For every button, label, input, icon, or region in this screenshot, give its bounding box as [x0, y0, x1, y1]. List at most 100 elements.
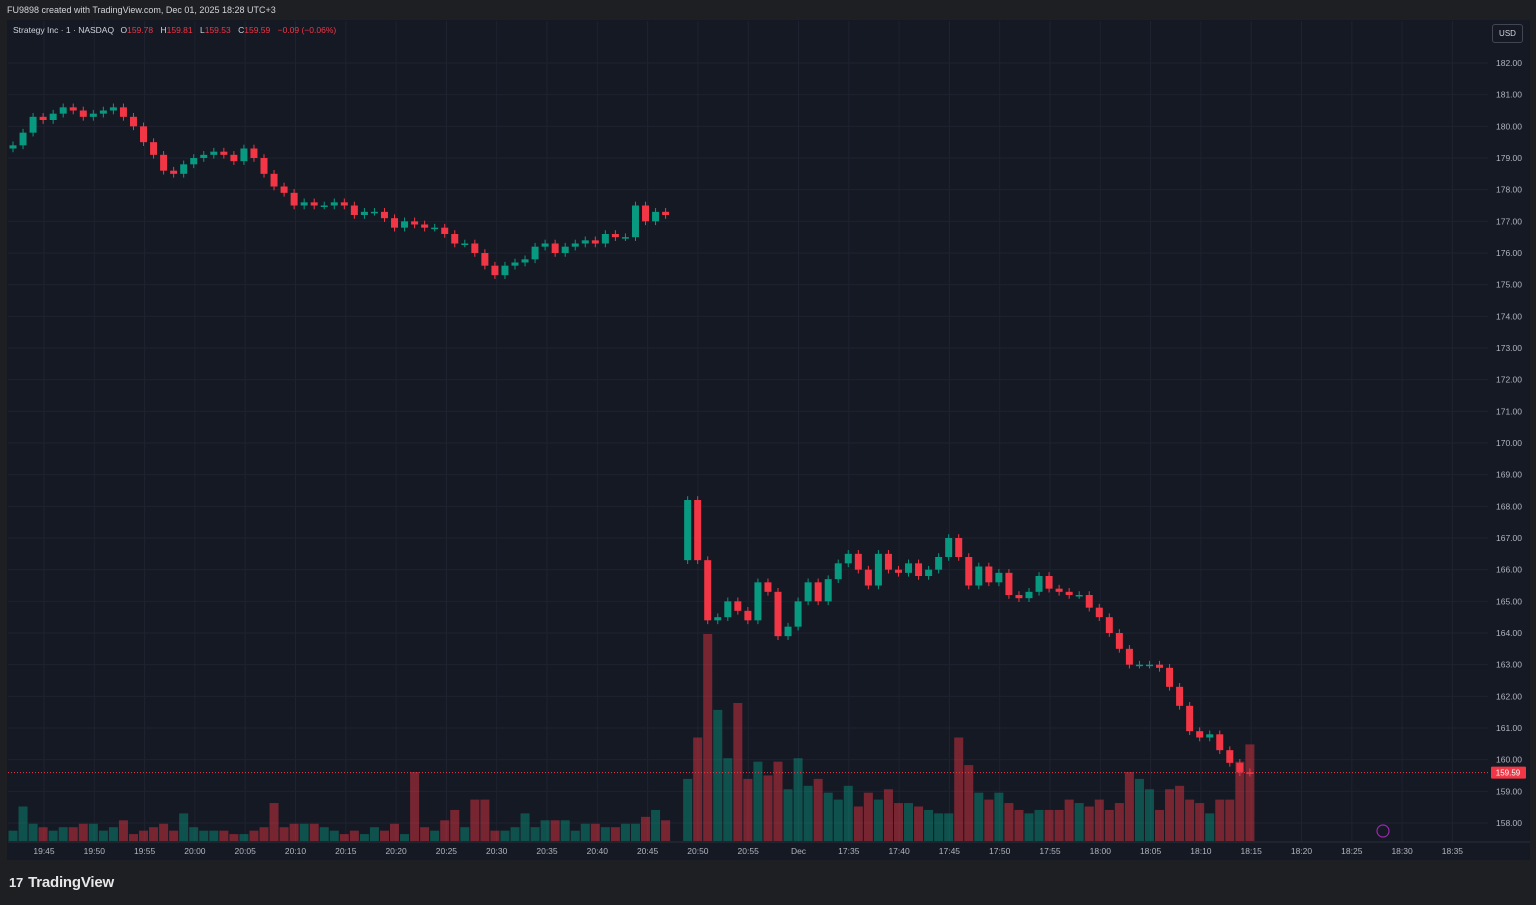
- candle-body: [1216, 734, 1224, 751]
- candle-body: [119, 107, 127, 117]
- volume-bar: [1114, 803, 1124, 841]
- volume-bar: [641, 816, 651, 841]
- currency-button[interactable]: USD: [1492, 24, 1523, 43]
- price-tick-label: 175.00: [1496, 280, 1522, 290]
- candle-body: [1075, 595, 1083, 597]
- candle-body: [280, 186, 288, 193]
- volume-bar: [1014, 809, 1024, 841]
- candle-body: [180, 164, 188, 174]
- volume-bar: [179, 813, 189, 841]
- time-tick-label: 18:25: [1341, 846, 1363, 856]
- attribution-bar: FU9898 created with TradingView.com, Dec…: [0, 0, 1536, 20]
- volume-bar: [78, 823, 88, 841]
- candle-body: [874, 553, 882, 586]
- volume-bar: [843, 785, 853, 841]
- price-tick-label: 181.00: [1496, 90, 1522, 100]
- volume-bar: [209, 830, 219, 841]
- candle-body: [642, 205, 650, 222]
- candle-body: [662, 211, 670, 215]
- volume-bar: [8, 830, 18, 841]
- volume-bar: [299, 823, 309, 841]
- volume-bar: [944, 813, 954, 841]
- candle-body: [1135, 664, 1143, 667]
- candle-body: [69, 107, 77, 111]
- price-tick-label: 170.00: [1496, 438, 1522, 448]
- candle-body: [925, 569, 933, 576]
- candle-body: [421, 224, 429, 228]
- time-tick-label: 18:10: [1190, 846, 1212, 856]
- volume-bar: [1245, 744, 1255, 841]
- time-tick-label: 18:05: [1140, 846, 1162, 856]
- candle-body: [1065, 591, 1073, 595]
- candle-body: [955, 538, 963, 557]
- tradingview-logo[interactable]: 17 TradingView: [9, 874, 114, 891]
- volume-bar: [1155, 809, 1165, 841]
- candle-body: [451, 234, 459, 244]
- legend-high-value: 159.81: [166, 25, 193, 35]
- time-tick-label: 20:35: [536, 846, 558, 856]
- candle-body: [340, 202, 348, 206]
- candle-body: [864, 569, 872, 586]
- volume-bar: [1034, 809, 1044, 841]
- footer-bar: [0, 861, 1536, 905]
- candle-body: [1105, 617, 1113, 633]
- volume-bar: [1004, 803, 1014, 841]
- volume-bar: [28, 823, 38, 841]
- lightning-icon[interactable]: [1376, 824, 1390, 838]
- volume-bar: [490, 830, 500, 841]
- legend-low-label: L: [199, 25, 205, 35]
- candle-body: [360, 211, 368, 215]
- time-tick-label: 18:30: [1391, 846, 1413, 856]
- price-tick-label: 168.00: [1496, 501, 1522, 511]
- price-tick-label: 165.00: [1496, 596, 1522, 606]
- price-tick-label: 172.00: [1496, 375, 1522, 385]
- volume-bar: [713, 709, 723, 841]
- last-price-label: 159.59: [1496, 769, 1521, 778]
- volume-bar: [863, 792, 873, 841]
- time-tick-label: 17:40: [888, 846, 910, 856]
- candle-body: [39, 116, 47, 120]
- price-tick-label: 176.00: [1496, 248, 1522, 258]
- candle-body: [200, 154, 208, 158]
- time-tick-label: 19:55: [134, 846, 156, 856]
- candle-body: [591, 240, 599, 244]
- time-tick-label: 17:55: [1039, 846, 1061, 856]
- candle-body: [1176, 686, 1184, 706]
- volume-bar: [420, 827, 430, 841]
- volume-bar: [1044, 809, 1054, 841]
- volume-bar: [883, 789, 893, 841]
- candle-body: [370, 211, 378, 214]
- legend-high-label: H: [160, 25, 167, 35]
- candle-body: [764, 582, 772, 592]
- candle-body: [1206, 734, 1214, 738]
- candle-body: [935, 557, 943, 570]
- price-tick-label: 179.00: [1496, 153, 1522, 163]
- time-tick-label: 18:15: [1241, 846, 1263, 856]
- candle-body: [1196, 731, 1204, 738]
- volume-bar: [349, 830, 359, 841]
- time-tick-label: 20:40: [587, 846, 609, 856]
- candle-body: [704, 560, 712, 621]
- candle-body: [461, 243, 469, 245]
- candle-body: [1226, 750, 1234, 763]
- legend-low-value: 159.53: [204, 25, 231, 35]
- time-tick-label: 20:15: [335, 846, 357, 856]
- candle-body: [1156, 664, 1164, 668]
- candle-body: [1045, 576, 1053, 589]
- price-tick-label: 171.00: [1496, 406, 1522, 416]
- price-tick-label: 173.00: [1496, 343, 1522, 353]
- candle-body: [561, 246, 569, 253]
- volume-bar: [500, 830, 510, 841]
- volume-bar: [480, 799, 490, 841]
- candle-body: [754, 582, 762, 621]
- volume-bar: [1094, 799, 1104, 841]
- legend-close-value: 159.59: [244, 25, 271, 35]
- volume-bar: [199, 830, 209, 841]
- volume-bar: [390, 823, 400, 841]
- price-tick-label: 166.00: [1496, 565, 1522, 575]
- volume-bar: [289, 823, 299, 841]
- volume-bar: [630, 823, 640, 841]
- volume-bar: [964, 765, 974, 841]
- volume-bar: [1024, 813, 1034, 841]
